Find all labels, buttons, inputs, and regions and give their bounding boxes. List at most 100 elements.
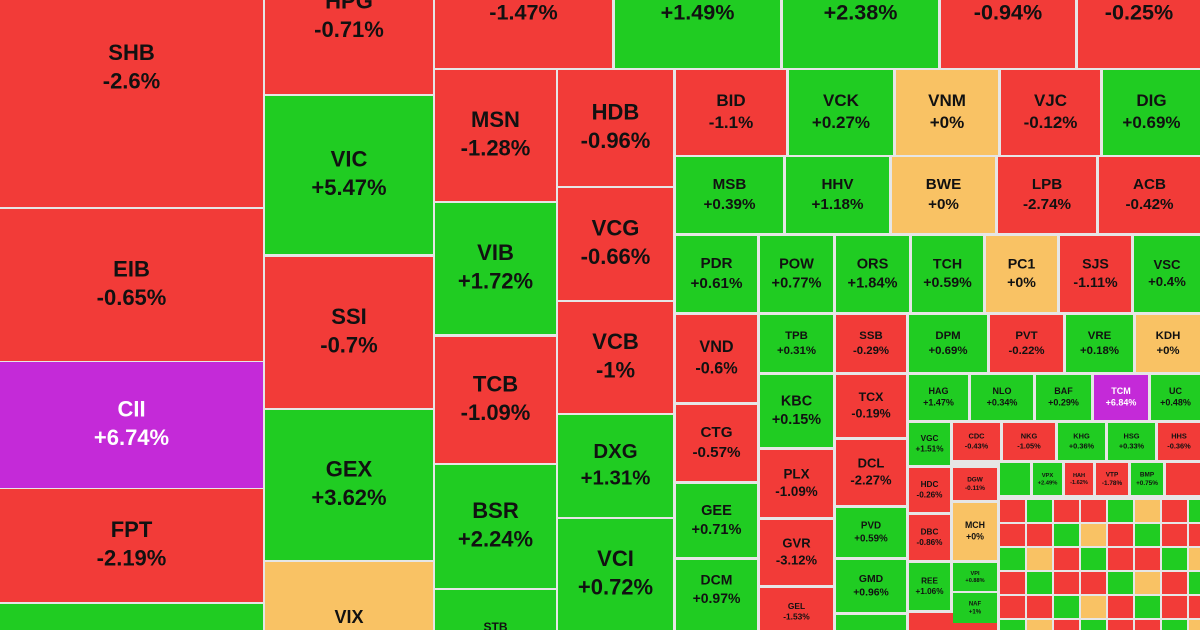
tile: VJC -0.12%: [1001, 70, 1100, 155]
tile-change: -0.11%: [965, 485, 985, 492]
tile-ticker: BID: [716, 91, 745, 110]
tile: [1000, 548, 1025, 570]
tile-ticker: GEL: [788, 601, 805, 611]
tile: [1027, 548, 1052, 570]
tile-change: +5.47%: [311, 175, 386, 200]
tile: HPG -0.71%: [265, 0, 433, 94]
tile-ticker: TCX: [859, 390, 885, 404]
tile-bg: [836, 236, 909, 312]
tile-change: +1.51%: [916, 445, 945, 454]
tile: [1108, 500, 1133, 522]
tile-change: -0.29%: [853, 345, 889, 357]
tile-change: -0.57%: [692, 444, 741, 461]
tile-bg: [265, 562, 433, 630]
tile-change: -0.22%: [1008, 345, 1044, 357]
tile-change: +0%: [928, 196, 959, 213]
tile-ticker: CII: [117, 396, 145, 421]
tile: VSC +0.4%: [1134, 236, 1200, 312]
tile: [1000, 524, 1025, 546]
tile-change: +0.36%: [1069, 441, 1095, 450]
tile-change: +0.15%: [772, 412, 821, 428]
tile-bg: [558, 188, 673, 300]
tile-change: +0.75%: [1136, 480, 1158, 487]
tile: HHV +1.18%: [786, 157, 889, 233]
tile-ticker: HAG: [929, 386, 949, 396]
tile-ticker: BAF: [1054, 386, 1073, 396]
tile-change: +0.72%: [578, 575, 653, 600]
tile-change: -1.09%: [461, 400, 531, 425]
tile-bg: [676, 560, 757, 630]
tile-change: +0.29%: [1048, 398, 1079, 408]
tile-bg: [0, 604, 263, 630]
tile: PC1+0%: [986, 236, 1057, 312]
tile-bg: [998, 157, 1096, 233]
tile-bg: [1058, 423, 1105, 460]
tile-bg: [435, 70, 556, 201]
tile-change: +0.18%: [1080, 345, 1119, 357]
tile: ORS +1.84%: [836, 236, 909, 312]
tile-bg: [558, 302, 673, 413]
tile-bg: [836, 315, 906, 372]
tile: VRE +0.18%: [1066, 315, 1133, 372]
tile-ticker: VSC: [1153, 257, 1181, 272]
tile: STB: [435, 590, 556, 630]
tile-change: -0.36%: [1167, 441, 1191, 450]
tile-bg: [558, 519, 673, 630]
tile: [1081, 548, 1106, 570]
tile-bg: [676, 70, 786, 155]
tile: VCI +0.72%: [558, 519, 673, 630]
tile: [1189, 572, 1200, 594]
tile-change: +1.84%: [848, 275, 898, 291]
tile: DIG +0.69%: [1103, 70, 1200, 155]
tile-bg: [0, 489, 263, 602]
tile-ticker: GEX: [326, 456, 373, 481]
tile: [1108, 548, 1133, 570]
tile: VIB +1.72%: [435, 203, 556, 334]
tile: VCG -0.66%: [558, 188, 673, 300]
tile: [1054, 620, 1079, 630]
tile: VND -0.6%: [676, 315, 757, 402]
tile-ticker: DXG: [593, 441, 637, 463]
tile-ticker: ORS: [857, 256, 889, 272]
tile-bg: [1094, 375, 1148, 420]
tile-bg: [986, 236, 1057, 312]
tile-change: -0.86%: [917, 538, 944, 547]
tile: HDB -0.96%: [558, 70, 673, 186]
tile-bg: [760, 588, 833, 630]
tile: [1189, 524, 1200, 546]
tile-ticker: HAH: [1073, 473, 1085, 479]
tile-change: -0.94%: [974, 0, 1042, 25]
tile: [1162, 500, 1187, 522]
tile-ticker: MSB: [713, 176, 747, 193]
tile-bg: [909, 468, 950, 512]
tile-bg: [912, 236, 983, 312]
tile-change: -2.74%: [1023, 196, 1072, 213]
tile-change: +0.48%: [1160, 398, 1191, 408]
tile-ticker: VND: [699, 338, 733, 356]
tile-ticker: TCM: [1111, 386, 1131, 396]
tile-ticker: POW: [779, 256, 814, 272]
tile-change: -2.19%: [97, 546, 167, 571]
tile-bg: [676, 236, 757, 312]
tile-bg: [1103, 70, 1200, 155]
tile: DPM +0.69%: [909, 315, 987, 372]
tile-ticker: NAF: [969, 602, 982, 608]
tile: [1108, 524, 1133, 546]
tile: VIX: [265, 562, 433, 630]
tile-bg: [953, 503, 997, 560]
tile: SHB -2.6%: [0, 0, 263, 207]
tile-bg: [836, 508, 906, 557]
tile: -1.47%: [435, 0, 612, 68]
tile: [0, 604, 263, 630]
tile-change: +1.49%: [661, 0, 735, 25]
tile: GEX +3.62%: [265, 410, 433, 560]
tile-change: +1.18%: [812, 196, 864, 213]
tile-bg: [789, 70, 893, 155]
tile: [1162, 572, 1187, 594]
tile-ticker: VRE: [1088, 330, 1112, 342]
tile: SSB -0.29%: [836, 315, 906, 372]
tile-bg: [1134, 236, 1200, 312]
tile: ACB -0.42%: [1099, 157, 1200, 233]
tile-change: -0.66%: [581, 244, 651, 269]
tile-change: -1.11%: [1073, 275, 1118, 291]
